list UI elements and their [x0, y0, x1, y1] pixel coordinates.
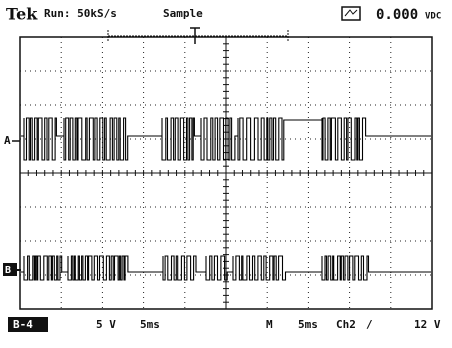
channel-b-label: B — [5, 265, 11, 276]
channel-tag: B-4 — [13, 318, 33, 331]
trigger-slope: / — [366, 318, 373, 331]
main-time: 5ms — [298, 318, 318, 331]
acq-mode: Sample — [163, 7, 203, 20]
run-status: Run: 50kS/s — [44, 7, 117, 20]
scope-screen: Tek Run: 50kS/s Sample 0.000 VDC A B B-4… — [0, 0, 452, 348]
main-label: M — [266, 318, 273, 331]
volts-div: 5 V — [96, 318, 116, 331]
channel-a-label: A — [4, 134, 11, 147]
trigger-level: 12 V — [414, 318, 441, 331]
time-div: 5ms — [140, 318, 160, 331]
readout: 0.000 — [376, 7, 418, 23]
readout-unit: VDC — [425, 12, 441, 22]
brand: Tek — [6, 5, 38, 24]
trigger-source: Ch2 — [336, 318, 356, 331]
